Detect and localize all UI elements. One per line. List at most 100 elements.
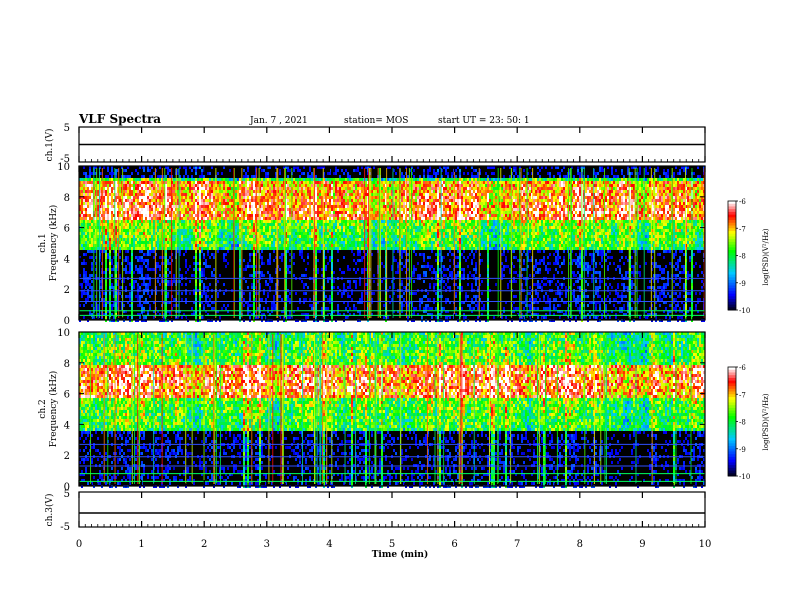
ch1-spec-cell [253,181,255,184]
ch1-spec-cell [109,268,111,271]
ch1-spec-cell [83,259,85,262]
ch1-spec-cell [337,169,339,172]
ch1-spec-cell [127,232,129,235]
ch1-spec-cell [149,211,151,214]
start-time-label: start UT = 23: 50: 1 [438,116,530,126]
ch1-spec-cell [83,316,85,319]
ch1-spec-cell [83,268,85,271]
ch1-spec-cell [137,181,139,184]
ch1-spec-cell [329,256,331,259]
ch1-spec-cell [281,226,283,229]
ch1-spec-cell [239,193,241,196]
ch1-spec-cell [185,199,187,202]
ch1-spec-cell [341,295,343,298]
ch1-spec-cell [197,244,199,247]
ch1-spec-cell [261,208,263,211]
ch1-spec-cell [357,196,359,199]
ch1-spec-cell [361,271,363,274]
ch1-spec-cell [205,202,207,205]
ch1-spec-cell [81,292,83,295]
ch1-spec-cell [245,208,247,211]
ch1-spec-cell [147,244,149,247]
ch1-spec-cell [265,172,267,175]
ch1-spec-cell [319,190,321,193]
ch1-spec-cell [253,250,255,253]
ch1-spec-cell [359,229,361,232]
ch1-spec-cell [231,205,233,208]
ch1-spec-cell [239,244,241,247]
ch1-spec-cell [149,268,151,271]
ch1-spec-cell [299,181,301,184]
ch1-spec-cell [87,220,89,223]
ch1-spec-cell [137,283,139,286]
ch1-spec-cell [157,217,159,220]
ch1-spec-cell [131,199,133,202]
ch1-spec-cell [147,265,149,268]
ch1-spec-cell [337,235,339,238]
ch1-spec-cell [165,265,167,268]
ch1-spec-cell [279,190,281,193]
ch1-spec-cell [357,247,359,250]
ch1-spec-cell [353,226,355,229]
ch1-spec-cell [331,286,333,289]
ch1-spec-cell [331,211,333,214]
ch1-spec-cell [327,214,329,217]
ch1-spec-cell [89,193,91,196]
ch1-spec-cell [139,199,141,202]
ch1-spec-cell [83,178,85,181]
ch1-spec-cell [85,202,87,205]
ch1-spec-cell [133,181,135,184]
ch1-spec-cell [315,232,317,235]
ch1-spec-cell [129,178,131,181]
ch1-spec-cell [135,196,137,199]
ch1-spec-cell [333,202,335,205]
ch1-spec-cell [251,217,253,220]
ch1-spec-cell [137,259,139,262]
ch1-spec-cell [191,187,193,190]
ch1-spec-cell [301,202,303,205]
ch1-spec-cell [261,250,263,253]
ch1-spec-cell [279,178,281,181]
ch1-spec-cell [281,223,283,226]
ch1-spec-cell [109,172,111,175]
ch1-spec-cell [333,217,335,220]
ch1-spec-cell [267,283,269,286]
ch1-spec-cell [165,217,167,220]
ch1-spec-cell [141,208,143,211]
ch1-spec-cell [87,247,89,250]
ch1-spec-cell [333,223,335,226]
ch1-spec-cell [299,196,301,199]
ch1-spec-cell [191,235,193,238]
ch1-spec-cell [267,205,269,208]
ch1-spec-cell [239,253,241,256]
ch1-spec-cell [199,262,201,265]
ch1-spec-cell [97,247,99,250]
ch1-spec-cell [87,241,89,244]
ch1-spec-cell [157,280,159,283]
ch1-spec-cell [327,244,329,247]
ch1-spec-cell [227,229,229,232]
ch1-spec-cell [195,298,197,301]
ch1-spec-cell [331,232,333,235]
ch1-spec-cell [239,220,241,223]
ch1-spec-cell [81,202,83,205]
ch1-spec-cell [89,175,91,178]
ch1-spec-cell [311,181,313,184]
ch1-spec-cell [289,316,291,319]
ch1-spec-cell [265,181,267,184]
ch1-spec-cell [139,286,141,289]
ch1-spec-cell [89,172,91,175]
ch1-spec-cell [111,193,113,196]
ch1-spec-cell [309,235,311,238]
ch1-spec-cell [245,214,247,217]
ch1-spec-cell [333,193,335,196]
ch1-spec-cell [137,292,139,295]
ch1-spec-cell [123,193,125,196]
ch1-spec-cell [301,232,303,235]
ch1-spec-cell [211,220,213,223]
ch1-spec-cell [253,274,255,277]
ch1-spec-cell [169,202,171,205]
ch1-spec-cell [307,235,309,238]
ch1-spec-cell [189,241,191,244]
ch1-spec-cell [359,202,361,205]
